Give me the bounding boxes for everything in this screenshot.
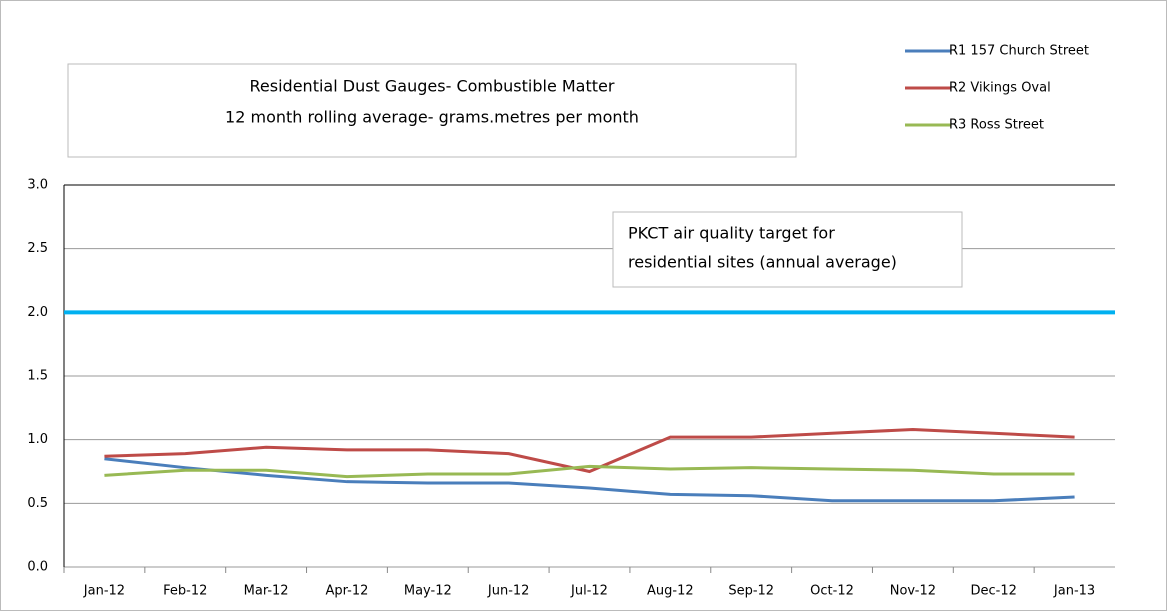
series-line [104,427,1075,474]
y-tick-label: 2.0 [27,305,48,320]
x-tick-label: Oct-12 [810,584,854,599]
x-tick-label: Nov-12 [890,584,936,599]
x-tick-label: Jun-12 [487,584,530,599]
x-tick-label: Dec-12 [971,584,1017,599]
chart-title: 12 month rolling average- grams.metres p… [225,108,639,127]
legend-label: R1 157 Church Street [949,44,1089,59]
legend-label: R3 Ross Street [949,118,1044,133]
title-box [67,63,797,158]
chart-title: Residential Dust Gauges- Combustible Mat… [250,77,615,96]
series-line [104,464,1075,479]
annotation: PKCT air quality target for [628,224,835,243]
y-tick-label: 3.0 [27,178,48,193]
y-tick-label: 1.5 [27,369,48,384]
x-tick-label: Jul-12 [570,584,608,599]
legend-label: R2 Vikings Oval [949,81,1051,96]
x-tick-label: Mar-12 [244,584,289,599]
x-tick-label: Sep-12 [728,584,774,599]
y-tick-label: 0.5 [27,496,48,511]
x-tick-label: May-12 [404,584,452,599]
x-tick-label: Apr-12 [326,584,369,599]
annotation: residential sites (annual average) [628,253,897,272]
x-tick-label: Jan-12 [83,584,125,599]
y-tick-label: 0.0 [27,560,48,575]
y-tick-label: 1.0 [27,432,48,447]
x-tick-label: Feb-12 [163,584,207,599]
series-line [104,457,1075,503]
y-tick-label: 2.5 [27,241,48,256]
x-tick-label: Jan-13 [1053,584,1095,599]
annotation-box [612,211,963,288]
x-tick-label: Aug-12 [647,584,694,599]
